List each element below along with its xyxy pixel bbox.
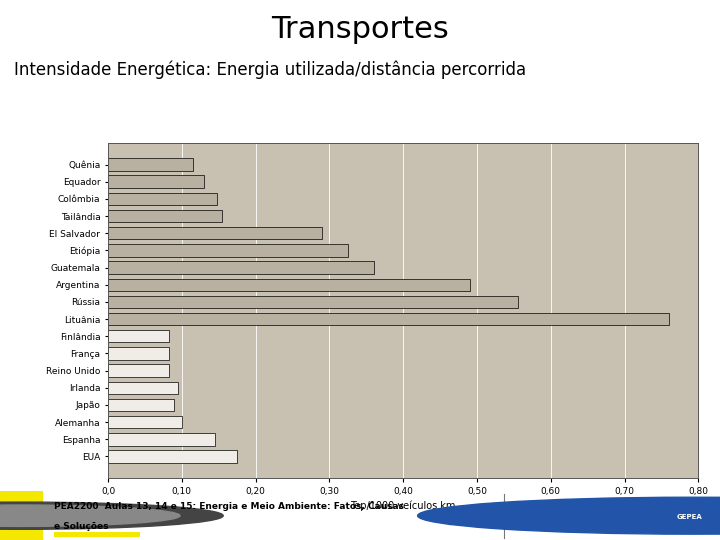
Bar: [108, 416, 181, 428]
Text: slide 58 / 82: slide 58 / 82: [576, 512, 643, 522]
Circle shape: [0, 502, 223, 529]
Text: PEA2200  Aulas 13, 14 e 15: Energia e Meio Ambiente: Fatos, Causas: PEA2200 Aulas 13, 14 e 15: Energia e Mei…: [54, 502, 404, 511]
Text: GEPEA: GEPEA: [677, 514, 703, 519]
Text: Intensidade Energética: Energia utilizada/distância percorrida: Intensidade Energética: Energia utilizad…: [14, 61, 526, 79]
Text: 10/03/2021: 10/03/2021: [515, 502, 567, 511]
Bar: [108, 364, 168, 377]
Bar: [108, 261, 374, 274]
Bar: [108, 450, 237, 463]
Bar: [108, 193, 217, 205]
Text: e Soluções: e Soluções: [54, 522, 109, 531]
Bar: [0, 491, 43, 540]
Bar: [108, 176, 204, 188]
Bar: [108, 244, 348, 256]
Bar: [108, 433, 215, 446]
Bar: [108, 158, 193, 171]
Bar: [54, 532, 140, 537]
Circle shape: [0, 505, 180, 526]
Bar: [108, 313, 669, 325]
Bar: [108, 210, 222, 222]
Bar: [108, 347, 168, 360]
X-axis label: Tep/1000 veículos.km: Tep/1000 veículos.km: [351, 500, 456, 511]
Bar: [108, 227, 322, 239]
Bar: [108, 382, 178, 394]
Bar: [108, 279, 469, 291]
Bar: [108, 330, 168, 342]
Bar: [108, 399, 174, 411]
Text: Transportes: Transportes: [271, 15, 449, 44]
Bar: [108, 296, 518, 308]
Circle shape: [418, 497, 720, 534]
